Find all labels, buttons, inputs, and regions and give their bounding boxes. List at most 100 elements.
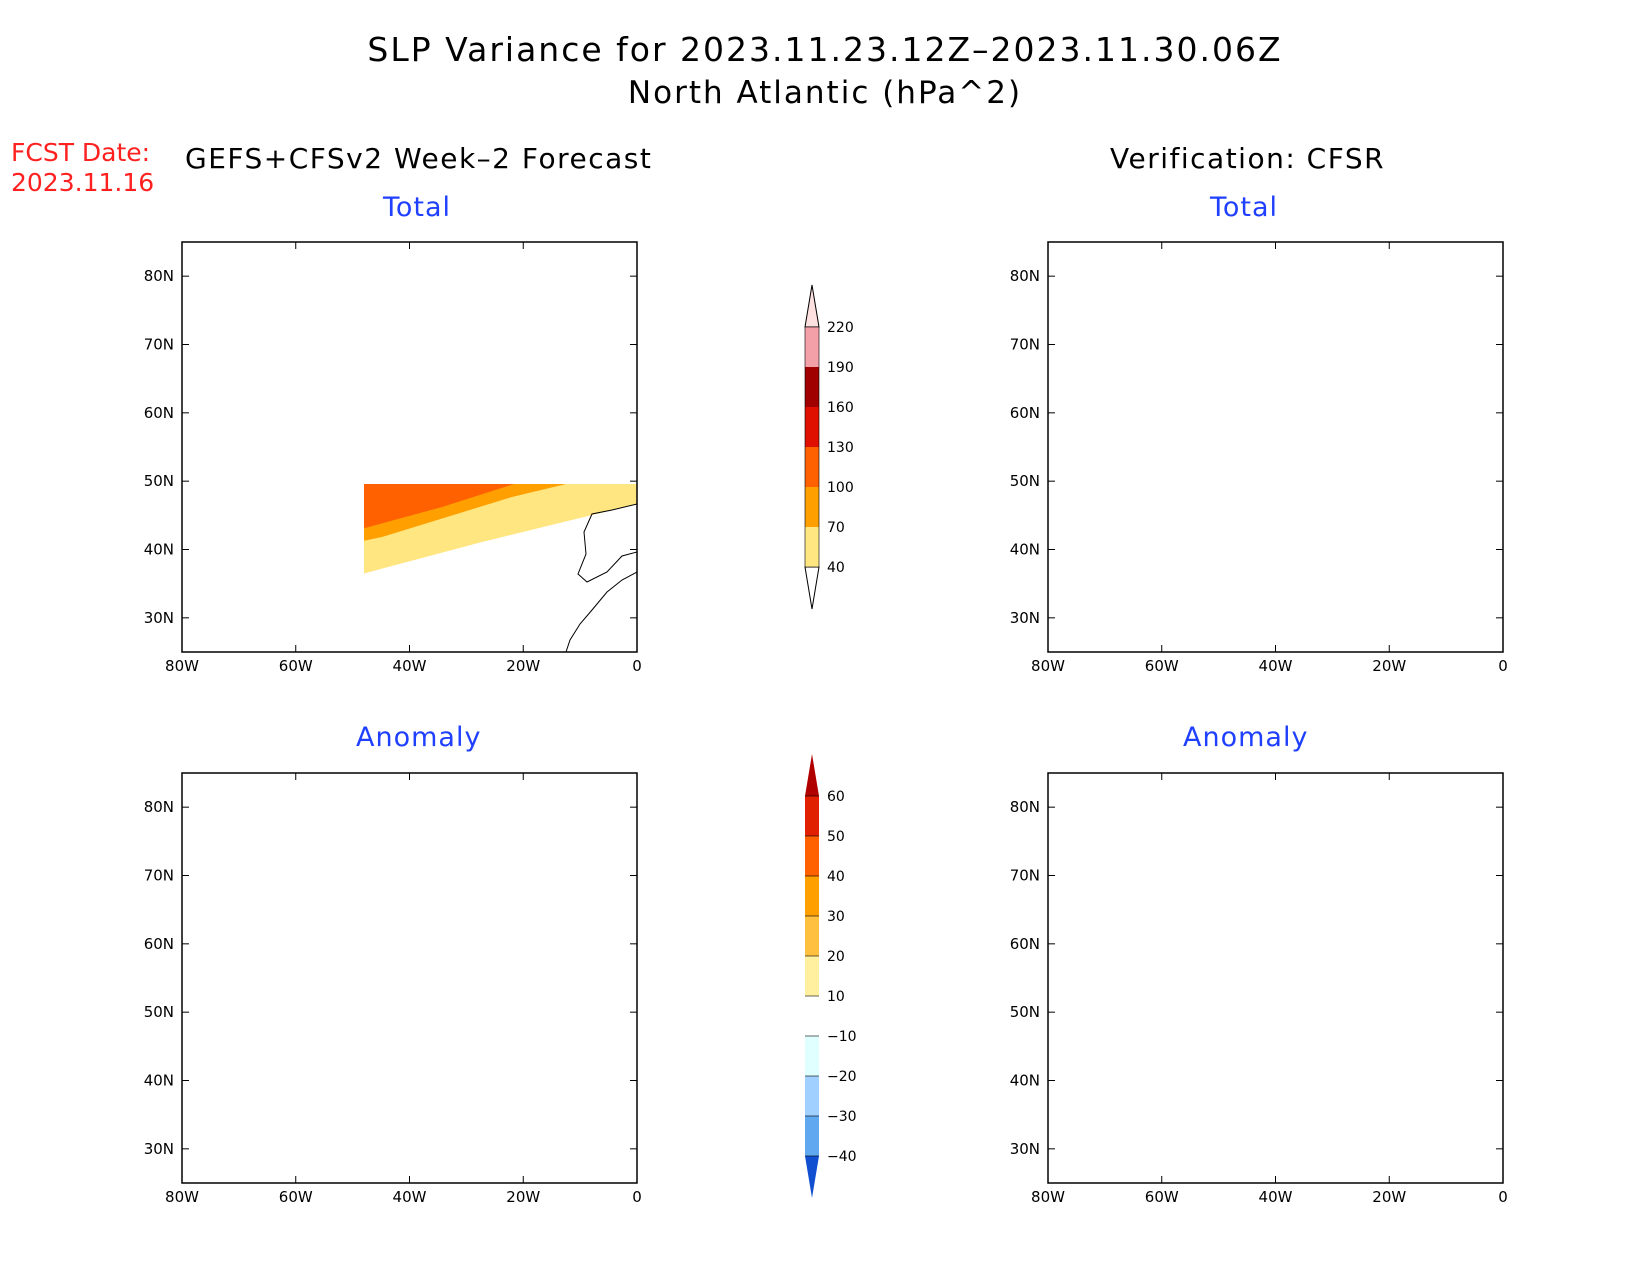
verification-anomaly-lat-label: 40N — [1010, 1072, 1040, 1090]
axes-layer: 80N 70N 60N 50N 40N 30N 80W 60W 40W 20W 0 80N 70N 60N… — [144, 242, 1508, 1206]
anomaly-colorbar: 60 50 40 30 20 10 −10 −20 −30 −40 — [805, 754, 857, 1198]
anomaly-colorbar-label: 20 — [827, 949, 845, 965]
forecast-anomaly-map — [182, 773, 637, 1183]
verification-anomaly-lat-label: 70N — [1010, 867, 1040, 885]
total-colorbar-label: 40 — [827, 560, 845, 576]
figure-title-line1: SLP Variance for 2023.11.23.12Z–2023.11.… — [367, 30, 1283, 69]
figure-title-line2: North Atlantic (hPa^2) — [627, 75, 1023, 111]
anomaly-colorbar-band — [805, 796, 819, 836]
anomaly-colorbar-label: 50 — [827, 829, 845, 845]
verification-anomaly-title: Anomaly — [1183, 722, 1309, 753]
forecast-total-lat-label: 50N — [144, 472, 174, 490]
anomaly-colorbar-label: 60 — [827, 789, 845, 805]
forecast-total-lat-label: 40N — [144, 541, 174, 559]
fcst-date-label: FCST Date: — [11, 138, 151, 167]
verification-anomaly-map — [1048, 773, 1503, 1183]
total-colorbar-label: 220 — [827, 320, 854, 336]
anomaly-colorbar-band — [805, 1076, 819, 1116]
total-colorbar-label: 100 — [827, 480, 854, 496]
total-colorbar-band — [805, 407, 819, 447]
total-colorbar-band — [805, 447, 819, 487]
verification-total-lat-label: 30N — [1010, 609, 1040, 627]
verification-total-lat-label: 80N — [1010, 267, 1040, 285]
verification-anomaly-lat-label: 50N — [1010, 1003, 1040, 1021]
total-colorbar-frame — [804, 326, 820, 568]
forecast-anomaly-lat-label: 30N — [144, 1140, 174, 1158]
anomaly-colorbar-bottom-triangle — [805, 1156, 819, 1198]
anomaly-colorbar-band — [805, 836, 819, 876]
verification-anomaly-lat-label: 30N — [1010, 1140, 1040, 1158]
verification-total-lat-label: 40N — [1010, 541, 1040, 559]
verification-total-lon-label: 60W — [1145, 657, 1179, 675]
verification-anomaly-lon-label: 80W — [1031, 1188, 1065, 1206]
total-colorbar-label: 130 — [827, 440, 854, 456]
verification-anomaly-frame — [1047, 772, 1504, 1184]
anomaly-colorbar-label: 40 — [827, 869, 845, 885]
forecast-total-lat-label: 30N — [144, 609, 174, 627]
forecast-total-title: Total — [383, 192, 452, 223]
verification-total-lon-label: 0 — [1498, 657, 1508, 675]
forecast-anomaly-title: Anomaly — [356, 722, 482, 753]
forecast-anomaly-lon-label: 80W — [165, 1188, 199, 1206]
total-colorbar-label: 160 — [827, 400, 854, 416]
forecast-anomaly-lon-label: 60W — [279, 1188, 313, 1206]
anomaly-colorbar-top-triangle — [805, 754, 819, 796]
verification-total-map — [1048, 242, 1503, 652]
verification-anomaly-lon-label: 40W — [1259, 1188, 1293, 1206]
verification-anomaly-lat-label: 80N — [1010, 798, 1040, 816]
forecast-anomaly-lon-label: 0 — [632, 1188, 642, 1206]
verification-total-lon-label: 40W — [1259, 657, 1293, 675]
forecast-anomaly-frame — [181, 772, 638, 1184]
forecast-total-lon-label: 60W — [279, 657, 313, 675]
anomaly-colorbar-label: −30 — [827, 1109, 857, 1125]
anomaly-colorbar-band — [805, 916, 819, 956]
verification-anomaly-lon-label: 20W — [1372, 1188, 1406, 1206]
verification-anomaly-lat-label: 60N — [1010, 935, 1040, 953]
total-colorbar-band — [805, 367, 819, 407]
anomaly-colorbar-band — [805, 956, 819, 996]
total-colorbar-band — [805, 327, 819, 367]
anomaly-colorbar-label: −20 — [827, 1069, 857, 1085]
total-colorbar: 40 70 100 130 160 190 220 — [804, 284, 854, 610]
forecast-total-lat-label: 70N — [144, 336, 174, 354]
forecast-anomaly-lat-label: 40N — [144, 1072, 174, 1090]
forecast-total-lon-label: 40W — [393, 657, 427, 675]
verification-column-header: Verification: CFSR — [1110, 142, 1386, 175]
forecast-anomaly-lat-label: 70N — [144, 867, 174, 885]
anomaly-colorbar-label: −40 — [827, 1149, 857, 1165]
total-colorbar-bottom-triangle — [804, 566, 820, 610]
verification-total-lat-label: 50N — [1010, 472, 1040, 490]
anomaly-colorbar-label: −10 — [827, 1029, 857, 1045]
verification-total-frame — [1047, 241, 1504, 653]
forecast-anomaly-lat-label: 80N — [144, 798, 174, 816]
anomaly-colorbar-label: 30 — [827, 909, 845, 925]
verification-total-title: Total — [1210, 192, 1279, 223]
forecast-total-lat-label: 60N — [144, 404, 174, 422]
forecast-total-lat-label: 80N — [144, 267, 174, 285]
anomaly-colorbar-band — [805, 996, 819, 1036]
forecast-total-lon-label: 80W — [165, 657, 199, 675]
verification-total-lon-label: 20W — [1372, 657, 1406, 675]
total-colorbar-band — [805, 527, 819, 567]
anomaly-colorbar-band — [805, 1036, 819, 1076]
total-colorbar-top-triangle — [804, 284, 820, 328]
verification-total-lat-label: 60N — [1010, 404, 1040, 422]
verification-total-lon-label: 80W — [1031, 657, 1065, 675]
verification-anomaly-lon-label: 60W — [1145, 1188, 1179, 1206]
verification-anomaly-lon-label: 0 — [1498, 1188, 1508, 1206]
forecast-total-lon-label: 20W — [506, 657, 540, 675]
total-colorbar-label: 190 — [827, 360, 854, 376]
anomaly-colorbar-band — [805, 1116, 819, 1156]
forecast-anomaly-lon-label: 40W — [393, 1188, 427, 1206]
total-colorbar-band — [805, 487, 819, 527]
anomaly-colorbar-band — [805, 876, 819, 916]
forecast-anomaly-lat-label: 50N — [144, 1003, 174, 1021]
forecast-column-header: GEFS+CFSv2 Week–2 Forecast — [185, 142, 653, 175]
forecast-total-lon-label: 0 — [632, 657, 642, 675]
forecast-total-map — [364, 484, 638, 653]
fcst-date-value: 2023.11.16 — [11, 168, 155, 197]
forecast-anomaly-lon-label: 20W — [506, 1188, 540, 1206]
total-colorbar-label: 70 — [827, 520, 845, 536]
fcst-date-block: FCST Date: 2023.11.16 — [11, 138, 154, 198]
